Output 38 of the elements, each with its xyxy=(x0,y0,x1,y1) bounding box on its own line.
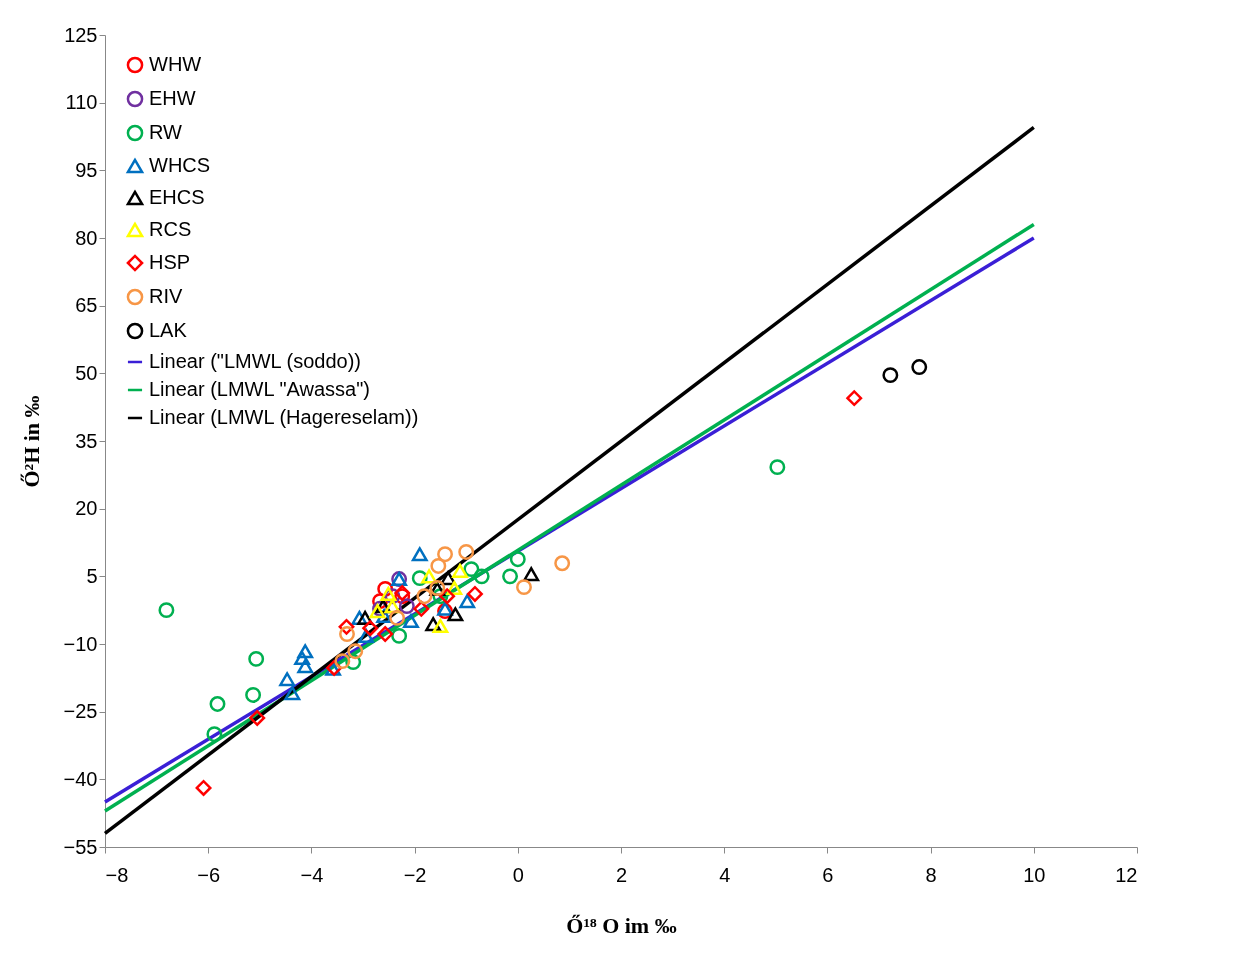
legend-label: Linear ("LMWL (soddo)) xyxy=(149,350,361,372)
y-tick-label: 50 xyxy=(75,361,98,384)
x-tick-label: 12 xyxy=(1115,863,1138,886)
y-tick-label: 65 xyxy=(75,294,98,317)
legend-label: EHCS xyxy=(149,186,205,208)
legend-label: WHCS xyxy=(149,154,211,176)
x-tick-label: −4 xyxy=(300,863,324,886)
x-tick-label: 4 xyxy=(719,863,731,886)
y-tick-label: 35 xyxy=(75,429,98,452)
legend-label: Linear (LMWL (Hagereselam)) xyxy=(149,406,419,428)
y-tick-label: 80 xyxy=(75,226,98,249)
y-tick-label: 110 xyxy=(65,91,98,114)
x-tick-label: −8 xyxy=(105,863,129,886)
x-tick-label: 6 xyxy=(822,863,834,886)
legend-label: HSP xyxy=(149,251,191,273)
y-tick-label: −55 xyxy=(63,835,98,858)
legend-label: RW xyxy=(149,121,183,143)
y-tick-label: −25 xyxy=(63,700,98,723)
legend-label: RIV xyxy=(149,285,183,307)
legend-label: EHW xyxy=(149,87,196,109)
y-tick-label: 20 xyxy=(75,497,98,520)
y-tick-label: −10 xyxy=(63,632,98,655)
y-tick-label: 95 xyxy=(75,158,98,181)
x-tick-label: 8 xyxy=(925,863,937,886)
x-tick-label: −6 xyxy=(197,863,221,886)
x-tick-label: 2 xyxy=(615,863,628,886)
legend-label: Linear (LMWL "Awassa") xyxy=(149,378,370,400)
legend-label: WHW xyxy=(149,53,202,75)
x-tick-label: 10 xyxy=(1023,863,1046,886)
legend-label: RCS xyxy=(149,218,192,240)
x-axis-title: Ő¹⁸ O im ‰ xyxy=(566,912,677,938)
y-axis-title: Ő²H in ‰ xyxy=(18,395,44,488)
legend-label: LAK xyxy=(149,319,188,341)
y-tick-label: 5 xyxy=(86,564,98,587)
y-tick-label: 125 xyxy=(64,23,98,46)
y-tick-label: −40 xyxy=(63,767,98,790)
x-tick-label: −2 xyxy=(403,863,427,886)
x-tick-label: 0 xyxy=(512,863,524,886)
